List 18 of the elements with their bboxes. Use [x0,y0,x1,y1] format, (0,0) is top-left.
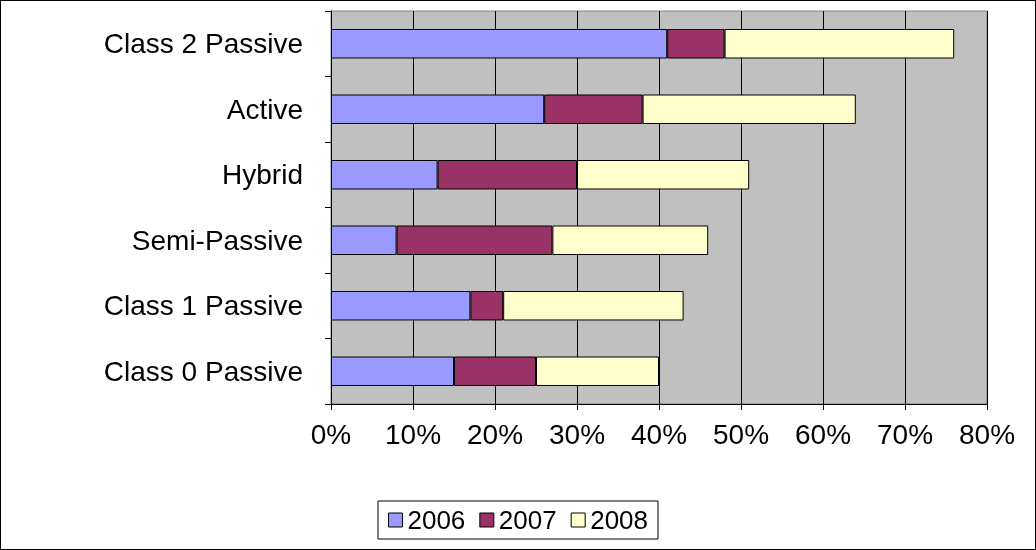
y-tick-label: Active [226,93,303,125]
x-tick-label: 60% [794,418,852,450]
y-tick-label: Class 0 Passive [103,355,303,387]
x-tick-label: 40% [630,418,688,450]
x-tick-label: 0% [310,418,352,450]
y-tick-label: Class 2 Passive [103,28,303,60]
y-tick-label: Hybrid [222,159,303,191]
legend-label: 2006 [407,505,466,535]
x-tick-label: 80% [958,418,1016,450]
legend-label: 2007 [498,505,557,535]
y-tick-label: Semi-Passive [131,224,303,256]
x-tick-label: 50% [712,418,770,450]
x-tick-label: 30% [548,418,606,450]
x-tick-label: 10% [384,418,442,450]
y-tick-label: Class 1 Passive [103,290,303,322]
x-tick-label: 20% [466,418,524,450]
legend-label: 2008 [590,505,649,535]
x-tick-label: 70% [876,418,934,450]
